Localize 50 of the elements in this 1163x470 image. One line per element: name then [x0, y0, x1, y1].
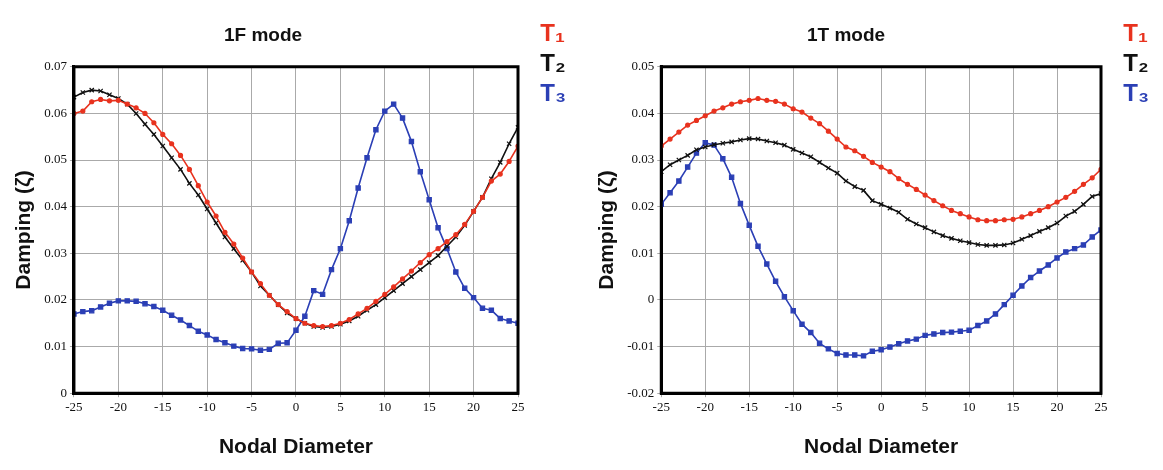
y-tick-label: 0.05: [44, 151, 67, 167]
text: T₁: [540, 18, 566, 48]
x-tick-label: 5: [921, 399, 929, 415]
y-tick-label: 0.01: [44, 337, 67, 353]
x-tick-label: 15: [1006, 399, 1020, 415]
y-tick-label: 0.05: [631, 58, 655, 74]
text: T₃: [1123, 78, 1149, 108]
x-axis-title: Nodal Diameter: [218, 434, 373, 458]
y-tick-label: 0: [60, 384, 67, 400]
x-tick-label: 15: [422, 399, 436, 415]
y-tick-label: 0.02: [44, 291, 67, 307]
x-tick-label: 5: [337, 399, 344, 415]
x-tick-label: -10: [784, 399, 802, 415]
y-tick-label: 0.02: [631, 198, 655, 214]
x-tick-label: -5: [831, 399, 843, 415]
y-tick-label: 0.03: [631, 151, 655, 167]
text: T₃: [540, 78, 566, 108]
y-tick-label: -0.01: [627, 337, 655, 353]
y-tick-label: 0.06: [44, 104, 68, 120]
x-tick-label: 0: [292, 399, 300, 415]
x-tick-label: 10: [962, 399, 976, 415]
x-tick-label: 0: [877, 399, 885, 415]
y-tick-label: 0.03: [44, 244, 67, 260]
x-tick-label: -15: [154, 399, 172, 415]
text: T₁: [1123, 18, 1149, 48]
x-tick-label: -15: [740, 399, 758, 415]
x-tick-label: 25: [511, 399, 525, 415]
y-axis-title: Damping (ζ): [11, 170, 35, 290]
x-tick-label: 20: [1050, 399, 1064, 415]
y-tick-label: 0.01: [631, 244, 655, 260]
x-tick-label: -20: [109, 399, 128, 415]
x-tick-label: -20: [696, 399, 714, 415]
x-tick-label: -10: [198, 399, 216, 415]
x-tick-label: -25: [652, 399, 670, 415]
x-tick-label: 25: [1094, 399, 1108, 415]
y-tick-label: 0: [647, 291, 655, 307]
text: T₂: [540, 48, 566, 78]
y-axis-title: Damping (ζ): [594, 170, 618, 290]
y-tick-label: 0.07: [44, 58, 68, 74]
y-tick-label: 0.04: [44, 198, 68, 214]
text: T₂: [1123, 48, 1149, 78]
y-tick-label: -0.02: [627, 384, 655, 400]
x-tick-label: 10: [378, 399, 392, 415]
x-axis-title: Nodal Diameter: [804, 434, 959, 458]
y-tick-label: 0.04: [631, 104, 655, 120]
chart-title: 1F mode: [223, 23, 303, 45]
x-tick-label: -25: [65, 399, 83, 415]
x-tick-label: -5: [246, 399, 257, 415]
chart-title: 1T mode: [806, 23, 886, 45]
x-tick-label: 20: [467, 399, 481, 415]
